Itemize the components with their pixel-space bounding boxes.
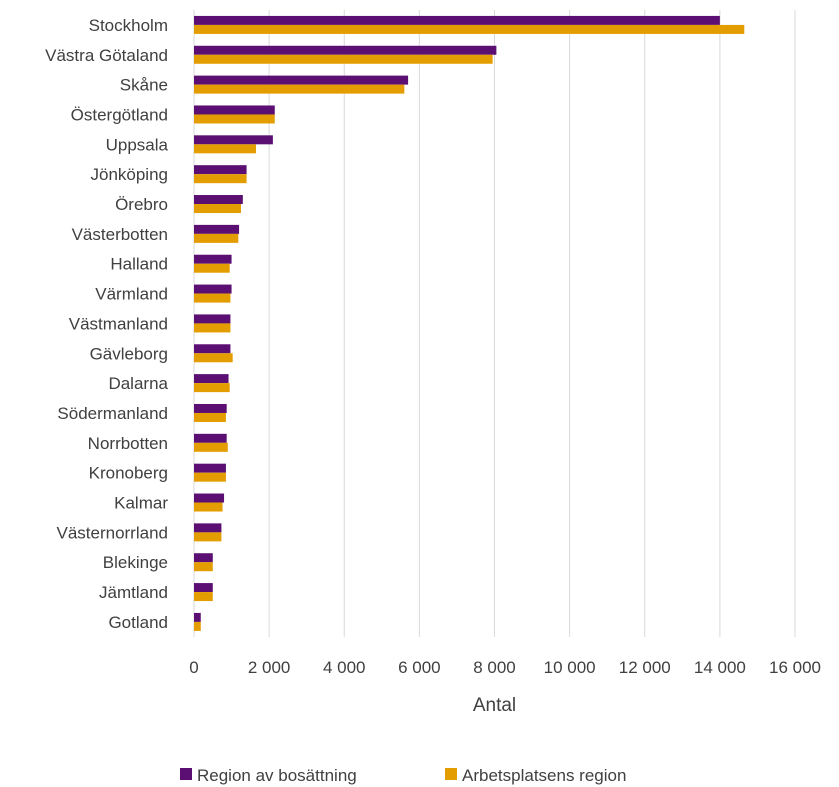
bar: [194, 442, 228, 452]
x-tick-label: 10 000: [544, 658, 596, 677]
bar: [194, 284, 232, 294]
bar: [194, 84, 405, 94]
bar: [194, 263, 230, 273]
legend-swatch: [445, 768, 457, 780]
bar: [194, 75, 409, 85]
bar: [194, 54, 493, 64]
category-label: Skåne: [120, 76, 168, 95]
category-label: Värmland: [95, 285, 168, 304]
category-label: Kalmar: [114, 494, 168, 513]
bar: [194, 224, 240, 234]
bar: [194, 523, 222, 533]
bar: [194, 15, 720, 25]
bar: [194, 583, 213, 593]
bar: [194, 165, 247, 175]
bar: [194, 174, 247, 184]
category-label: Halland: [110, 255, 168, 274]
x-tick-label: 4 000: [323, 658, 366, 677]
bar: [194, 344, 231, 354]
category-label: Blekinge: [103, 553, 168, 572]
bar: [194, 562, 213, 572]
legend-swatch: [180, 768, 192, 780]
category-label: Jämtland: [99, 583, 168, 602]
bar: [194, 353, 233, 363]
bar: [194, 293, 231, 303]
bar: [194, 254, 232, 264]
x-axis-title: Antal: [473, 695, 516, 716]
x-tick-label: 16 000: [769, 658, 821, 677]
category-label: Västernorrland: [56, 523, 168, 542]
x-tick-labels: 0 2 000 4 000 6 000 8 000 10 000 12 000 14 000 1…: [189, 658, 821, 677]
bar: [194, 24, 745, 34]
bar: [194, 195, 243, 205]
x-tick-label: 2 000: [248, 658, 291, 677]
bar: [194, 612, 201, 622]
legend-label: Arbetsplatsens region: [462, 766, 626, 785]
x-tick-label: 8 000: [473, 658, 516, 677]
x-tick-label: 0: [189, 658, 198, 677]
x-tick-label: 12 000: [619, 658, 671, 677]
bar: [194, 314, 231, 324]
category-label: Dalarna: [108, 374, 168, 393]
x-tick-label: 6 000: [398, 658, 441, 677]
bar: [194, 553, 213, 563]
bar: [194, 463, 226, 473]
category-label: Östergötland: [71, 105, 168, 124]
legend: Region av bosättning Arbetsplatsens regio…: [180, 766, 626, 785]
category-labels: Stockholm Västra Götaland Skåne Östergötlan…: [45, 16, 168, 632]
bar: [194, 502, 223, 512]
legend-label: Region av bosättning: [197, 766, 357, 785]
category-label: Södermanland: [57, 404, 168, 423]
bar: [194, 383, 230, 393]
category-label: Örebro: [115, 195, 168, 214]
bar: [194, 433, 227, 443]
bar: [194, 532, 222, 542]
bar: [194, 374, 229, 384]
bar: [194, 144, 256, 154]
bar: [194, 412, 226, 422]
category-label: Jönköping: [90, 165, 168, 184]
category-label: Västra Götaland: [45, 46, 168, 65]
bar: [194, 323, 231, 333]
bar: [194, 472, 226, 482]
bar: [194, 592, 213, 602]
bar: [194, 233, 239, 243]
category-label: Gotland: [108, 613, 168, 632]
bar: [194, 621, 201, 631]
gridlines: [193, 10, 796, 637]
bar: [194, 403, 227, 413]
bar: [194, 114, 275, 124]
bar: [194, 135, 273, 145]
category-label: Stockholm: [89, 16, 168, 35]
bar: [194, 45, 497, 55]
category-label: Gävleborg: [90, 344, 168, 363]
category-label: Västerbotten: [72, 225, 168, 244]
bar: [194, 204, 241, 214]
category-label: Västmanland: [69, 314, 168, 333]
bar: [194, 493, 225, 503]
category-label: Norrbotten: [88, 434, 168, 453]
bars: [194, 15, 745, 631]
category-label: Uppsala: [106, 135, 169, 154]
x-tick-label: 14 000: [694, 658, 746, 677]
category-label: Kronoberg: [89, 464, 168, 483]
bar: [194, 105, 275, 115]
